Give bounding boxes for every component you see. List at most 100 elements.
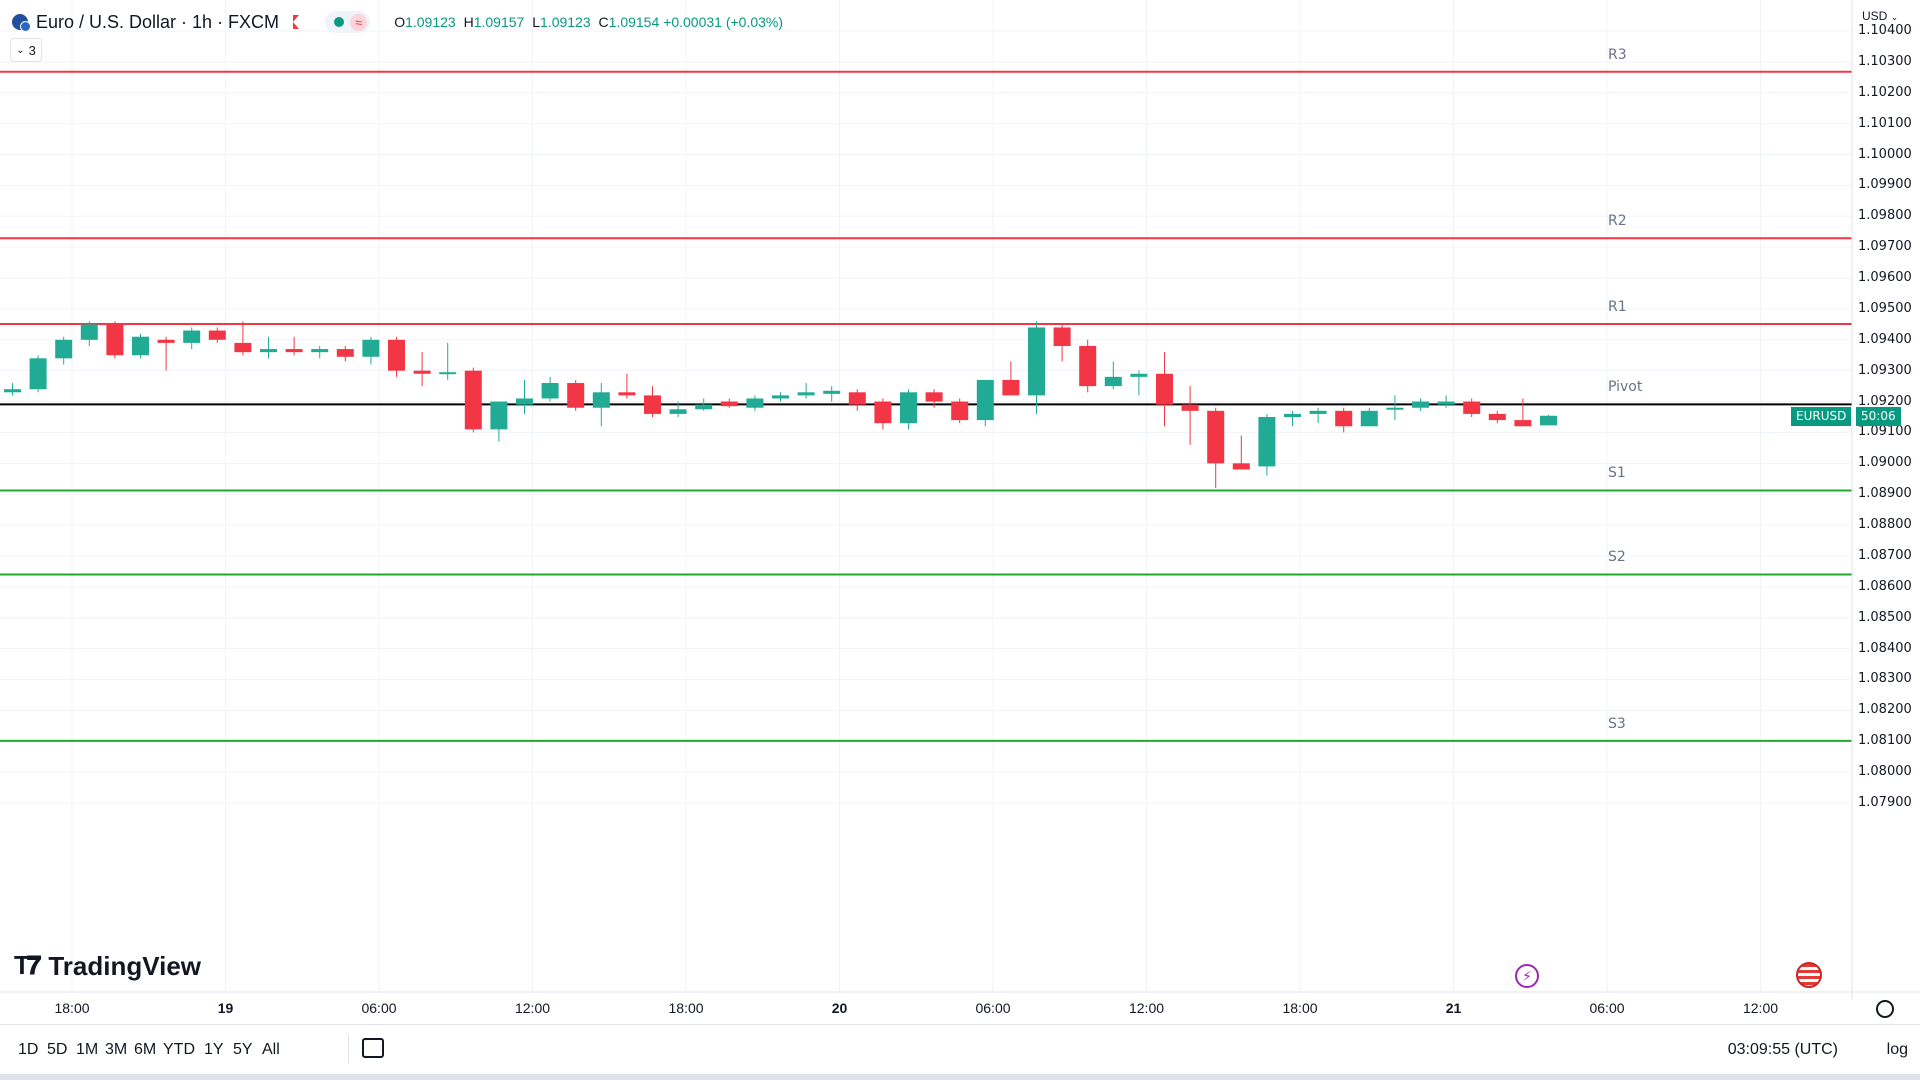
range-button-1m[interactable]: 1M — [76, 1041, 99, 1058]
tradingview-logo[interactable]: T𝟕 TradingView — [14, 950, 201, 982]
low-value: 1.09123 — [540, 14, 591, 30]
data-delay-icon: ≈ — [350, 13, 368, 31]
candle-down — [1181, 404, 1199, 411]
range-button-ytd[interactable]: YTD — [163, 1041, 195, 1058]
time-tick-label: 06:00 — [975, 1000, 1011, 1016]
close-value: 1.09154 — [608, 14, 660, 30]
chart-header: Euro / U.S. Dollar · 1h · FXCM ≈ O 1.0912… — [0, 8, 783, 36]
candle-up — [772, 395, 789, 399]
candle-up — [900, 392, 917, 424]
candle-up — [669, 409, 687, 414]
candle-up — [4, 389, 21, 393]
range-button-1y[interactable]: 1Y — [204, 1041, 224, 1058]
pivot-levels — [0, 70, 1852, 742]
candle-down — [1079, 345, 1097, 387]
price-tick-label: 1.10000 — [1858, 146, 1912, 162]
price-tick-label: 1.09500 — [1858, 300, 1912, 316]
level-label-pivot: Pivot — [1608, 379, 1643, 396]
candle-down — [285, 349, 303, 353]
price-tick-label: 1.08700 — [1858, 547, 1912, 563]
candle-up — [362, 339, 380, 357]
us-flag-icon[interactable] — [1796, 962, 1822, 988]
candle-up — [439, 372, 457, 375]
open-label: O — [394, 14, 406, 30]
candle-down — [1488, 413, 1506, 421]
time-tick-label: 12:00 — [1742, 1000, 1779, 1016]
price-tick-label: 1.08200 — [1858, 702, 1912, 718]
candle-up — [1028, 327, 1045, 396]
candle-down — [1207, 410, 1225, 464]
candle-down — [567, 383, 585, 408]
price-tick-label: 1.08500 — [1858, 609, 1912, 625]
lightning-icon[interactable]: ⚡ — [1515, 964, 1539, 988]
flag-marker-icon[interactable] — [293, 15, 300, 29]
countdown-badge: 50:06 — [1856, 406, 1901, 426]
indicator-count: 3 — [28, 42, 36, 58]
candle-up — [516, 398, 533, 405]
range-button-3m[interactable]: 3M — [105, 1041, 128, 1058]
ohlc-readout: O1.09123 H1.09157 L1.09123 C1.09154 +0.0… — [390, 14, 783, 30]
candle-up — [1284, 413, 1301, 417]
market-status-pill[interactable]: ≈ — [325, 11, 371, 33]
price-tick-label: 1.09700 — [1858, 239, 1912, 255]
range-button-5y[interactable]: 5Y — [233, 1041, 253, 1058]
range-button-all[interactable]: All — [262, 1041, 280, 1058]
price-tick-label: 1.10200 — [1858, 84, 1912, 100]
candlestick-series — [4, 321, 1557, 489]
candle-up — [1258, 417, 1276, 467]
range-button-5d[interactable]: 5D — [47, 1041, 68, 1058]
symbol-price-badge: EURUSD — [1791, 406, 1852, 426]
candle-down — [951, 401, 969, 421]
candle-up — [1437, 401, 1455, 405]
price-tick-label: 1.08300 — [1858, 671, 1912, 687]
price-chart[interactable] — [0, 0, 1920, 1000]
price-tick-label: 1.09000 — [1858, 455, 1912, 471]
time-tick-label: 06:00 — [361, 1000, 397, 1016]
range-button-1d[interactable]: 1D — [18, 1041, 39, 1058]
level-label-s2: S2 — [1608, 549, 1626, 566]
price-tick-label: 1.09600 — [1858, 270, 1912, 286]
footer-strip — [0, 1074, 1920, 1080]
candle-down — [644, 395, 661, 414]
candle-up — [695, 404, 713, 410]
price-tick-label: 1.08400 — [1858, 640, 1912, 656]
tradingview-logo-icon: T𝟕 — [14, 950, 41, 980]
candle-up — [976, 379, 994, 421]
low-label: L — [532, 14, 541, 30]
currency-selector[interactable]: USD ⌄ — [1862, 9, 1898, 23]
log-scale-button[interactable]: log — [1886, 1041, 1908, 1058]
candle-up — [1130, 373, 1148, 377]
currency-label: USD — [1862, 9, 1888, 23]
candle-down — [208, 330, 226, 340]
bottom-toolbar: 1D 5D 1M 3M 6M YTD 1Y 5Y All 03:09:55 (UTC) log — [0, 1024, 1920, 1075]
market-open-dot-icon — [334, 17, 345, 27]
candle-up — [1412, 401, 1429, 408]
candle-up — [260, 349, 277, 353]
calendar-icon[interactable] — [362, 1038, 384, 1058]
candle-down — [1156, 373, 1173, 405]
price-tick-label: 1.09200 — [1858, 393, 1912, 409]
change-value: +0.00031 (+0.03%) — [663, 14, 784, 30]
price-tick-label: 1.09100 — [1858, 424, 1912, 440]
level-label-s3: S3 — [1608, 715, 1626, 732]
candle-up — [1386, 407, 1404, 410]
symbol-title[interactable]: Euro / U.S. Dollar · 1h · FXCM — [36, 11, 280, 32]
range-button-6m[interactable]: 6M — [134, 1041, 157, 1058]
candle-down — [1463, 401, 1481, 414]
price-tick-label: 1.08100 — [1858, 733, 1912, 749]
eur-usd-flag-icon — [12, 14, 31, 32]
level-label-r2: R2 — [1608, 213, 1627, 230]
candle-down — [925, 392, 943, 402]
time-tick-label: 21 — [1445, 1000, 1462, 1016]
high-label: H — [463, 14, 474, 30]
price-tick-label: 1.08800 — [1858, 517, 1912, 533]
settings-gear-icon[interactable] — [1876, 1000, 1894, 1018]
price-tick-label: 1.09300 — [1858, 362, 1912, 378]
utc-clock[interactable]: 03:09:55 (UTC) — [1727, 1041, 1838, 1058]
indicators-toggle-button[interactable]: ⌄ 3 — [10, 38, 42, 62]
candle-down — [1514, 420, 1532, 427]
toolbar-separator — [348, 1034, 349, 1064]
time-tick-label: 12:00 — [1128, 1000, 1165, 1016]
candle-down — [106, 324, 124, 356]
level-label-s1: S1 — [1608, 465, 1626, 482]
